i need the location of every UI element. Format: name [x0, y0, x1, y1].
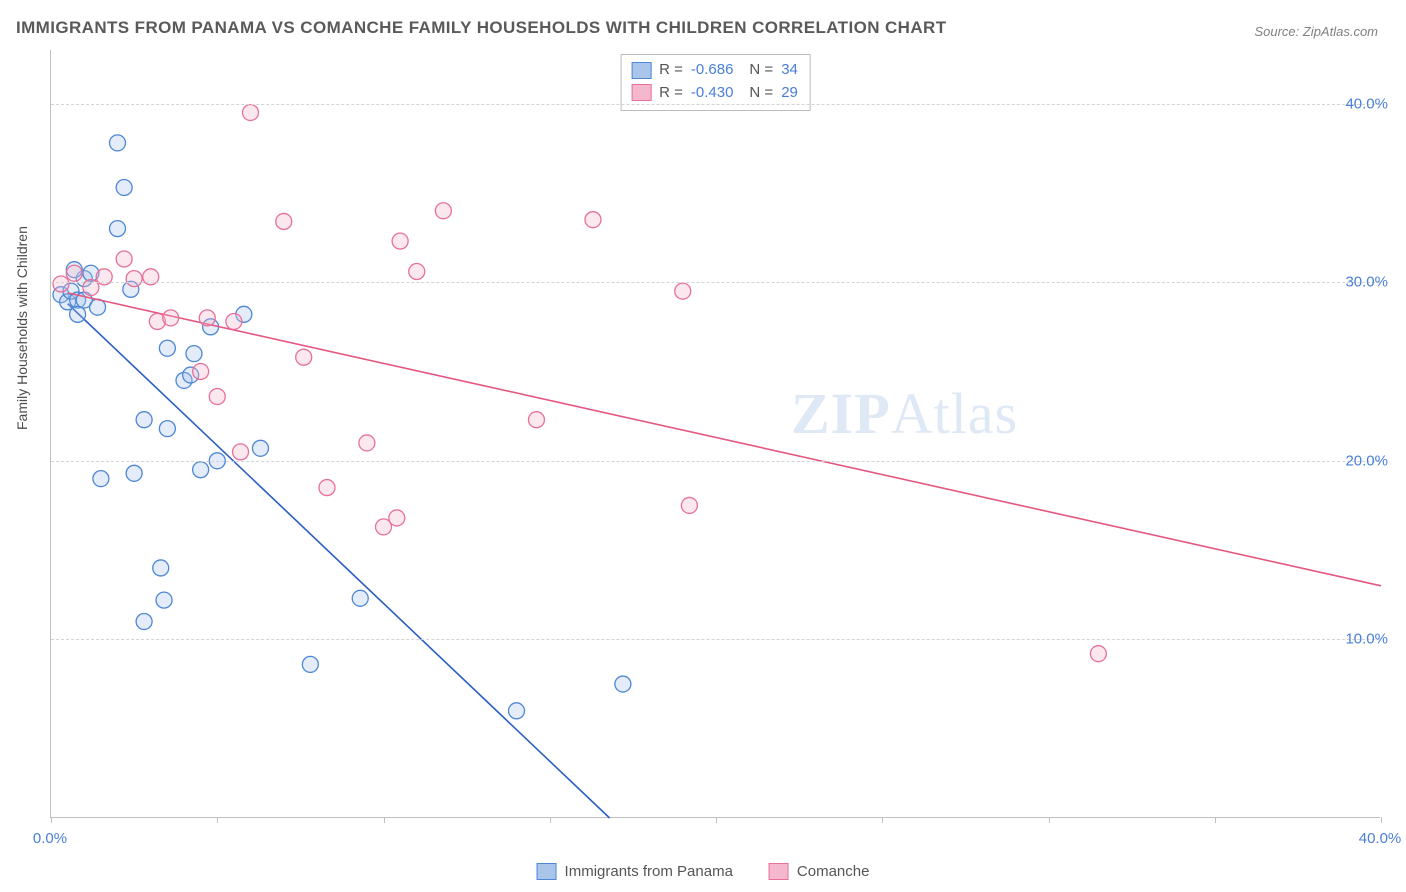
- data-point: [681, 497, 697, 513]
- stat-R-label: R =: [659, 82, 683, 105]
- data-point: [302, 656, 318, 672]
- x-tick: [716, 817, 717, 823]
- legend-item-0: Immigrants from Panama: [537, 863, 733, 880]
- data-point: [110, 135, 126, 151]
- data-point: [136, 412, 152, 428]
- data-point: [352, 590, 368, 606]
- y-tick-label: 30.0%: [1345, 274, 1388, 291]
- data-point: [233, 444, 249, 460]
- x-tick: [1381, 817, 1382, 823]
- data-point: [319, 480, 335, 496]
- data-point: [153, 560, 169, 576]
- x-tick: [51, 817, 52, 823]
- data-point: [66, 265, 82, 281]
- data-point: [435, 203, 451, 219]
- stat-N-value-1: 29: [781, 82, 798, 105]
- x-tick-label: 40.0%: [1359, 830, 1402, 847]
- swatch-series-0: [631, 62, 651, 79]
- bottom-legend: Immigrants from Panama Comanche: [537, 863, 870, 880]
- legend-item-1: Comanche: [769, 863, 870, 880]
- data-point: [93, 471, 109, 487]
- trend-line: [68, 293, 1381, 586]
- data-point: [70, 306, 86, 322]
- data-point: [209, 388, 225, 404]
- data-point: [116, 180, 132, 196]
- data-point: [296, 349, 312, 365]
- x-tick-label: 0.0%: [33, 830, 67, 847]
- stats-legend: R = -0.686 N = 34 R = -0.430 N = 29: [620, 54, 811, 111]
- y-axis-label: Family Households with Children: [14, 226, 30, 430]
- stat-N-label: N =: [749, 82, 773, 105]
- data-point: [53, 276, 69, 292]
- legend-swatch-1: [769, 863, 789, 880]
- data-point: [392, 233, 408, 249]
- data-point: [136, 614, 152, 630]
- data-point: [156, 592, 172, 608]
- legend-label-1: Comanche: [797, 863, 870, 880]
- data-point: [186, 346, 202, 362]
- y-tick-label: 10.0%: [1345, 631, 1388, 648]
- data-point: [585, 212, 601, 228]
- plot-area: ZIPAtlas R = -0.686 N = 34 R = -0.430 N …: [50, 50, 1380, 818]
- data-point: [126, 271, 142, 287]
- scatter-svg: [51, 50, 1380, 817]
- stats-row-series-0: R = -0.686 N = 34: [631, 59, 798, 82]
- data-point: [163, 310, 179, 326]
- stat-N-value-0: 34: [781, 59, 798, 82]
- chart-title: IMMIGRANTS FROM PANAMA VS COMANCHE FAMIL…: [16, 18, 947, 38]
- legend-label-0: Immigrants from Panama: [565, 863, 733, 880]
- data-point: [509, 703, 525, 719]
- y-tick-label: 40.0%: [1345, 95, 1388, 112]
- gridline-h: [51, 461, 1380, 462]
- data-point: [389, 510, 405, 526]
- data-point: [199, 310, 215, 326]
- y-tick-label: 20.0%: [1345, 452, 1388, 469]
- legend-swatch-0: [537, 863, 557, 880]
- x-tick: [882, 817, 883, 823]
- data-point: [1090, 646, 1106, 662]
- data-point: [226, 313, 242, 329]
- gridline-h: [51, 282, 1380, 283]
- data-point: [252, 440, 268, 456]
- x-tick: [384, 817, 385, 823]
- stats-row-series-1: R = -0.430 N = 29: [631, 82, 798, 105]
- data-point: [126, 465, 142, 481]
- x-tick: [217, 817, 218, 823]
- data-point: [276, 213, 292, 229]
- trend-line: [68, 304, 610, 818]
- x-tick: [550, 817, 551, 823]
- data-point: [675, 283, 691, 299]
- gridline-h: [51, 639, 1380, 640]
- data-point: [159, 421, 175, 437]
- stat-N-label: N =: [749, 59, 773, 82]
- x-tick: [1049, 817, 1050, 823]
- gridline-h: [51, 104, 1380, 105]
- source-attribution: Source: ZipAtlas.com: [1254, 24, 1378, 39]
- swatch-series-1: [631, 84, 651, 101]
- data-point: [193, 462, 209, 478]
- data-point: [359, 435, 375, 451]
- stat-R-value-1: -0.430: [691, 82, 734, 105]
- data-point: [409, 263, 425, 279]
- data-point: [528, 412, 544, 428]
- stat-R-label: R =: [659, 59, 683, 82]
- stat-R-value-0: -0.686: [691, 59, 734, 82]
- x-tick: [1215, 817, 1216, 823]
- data-point: [159, 340, 175, 356]
- data-point: [110, 221, 126, 237]
- data-point: [193, 363, 209, 379]
- data-point: [243, 105, 259, 121]
- data-point: [615, 676, 631, 692]
- data-point: [116, 251, 132, 267]
